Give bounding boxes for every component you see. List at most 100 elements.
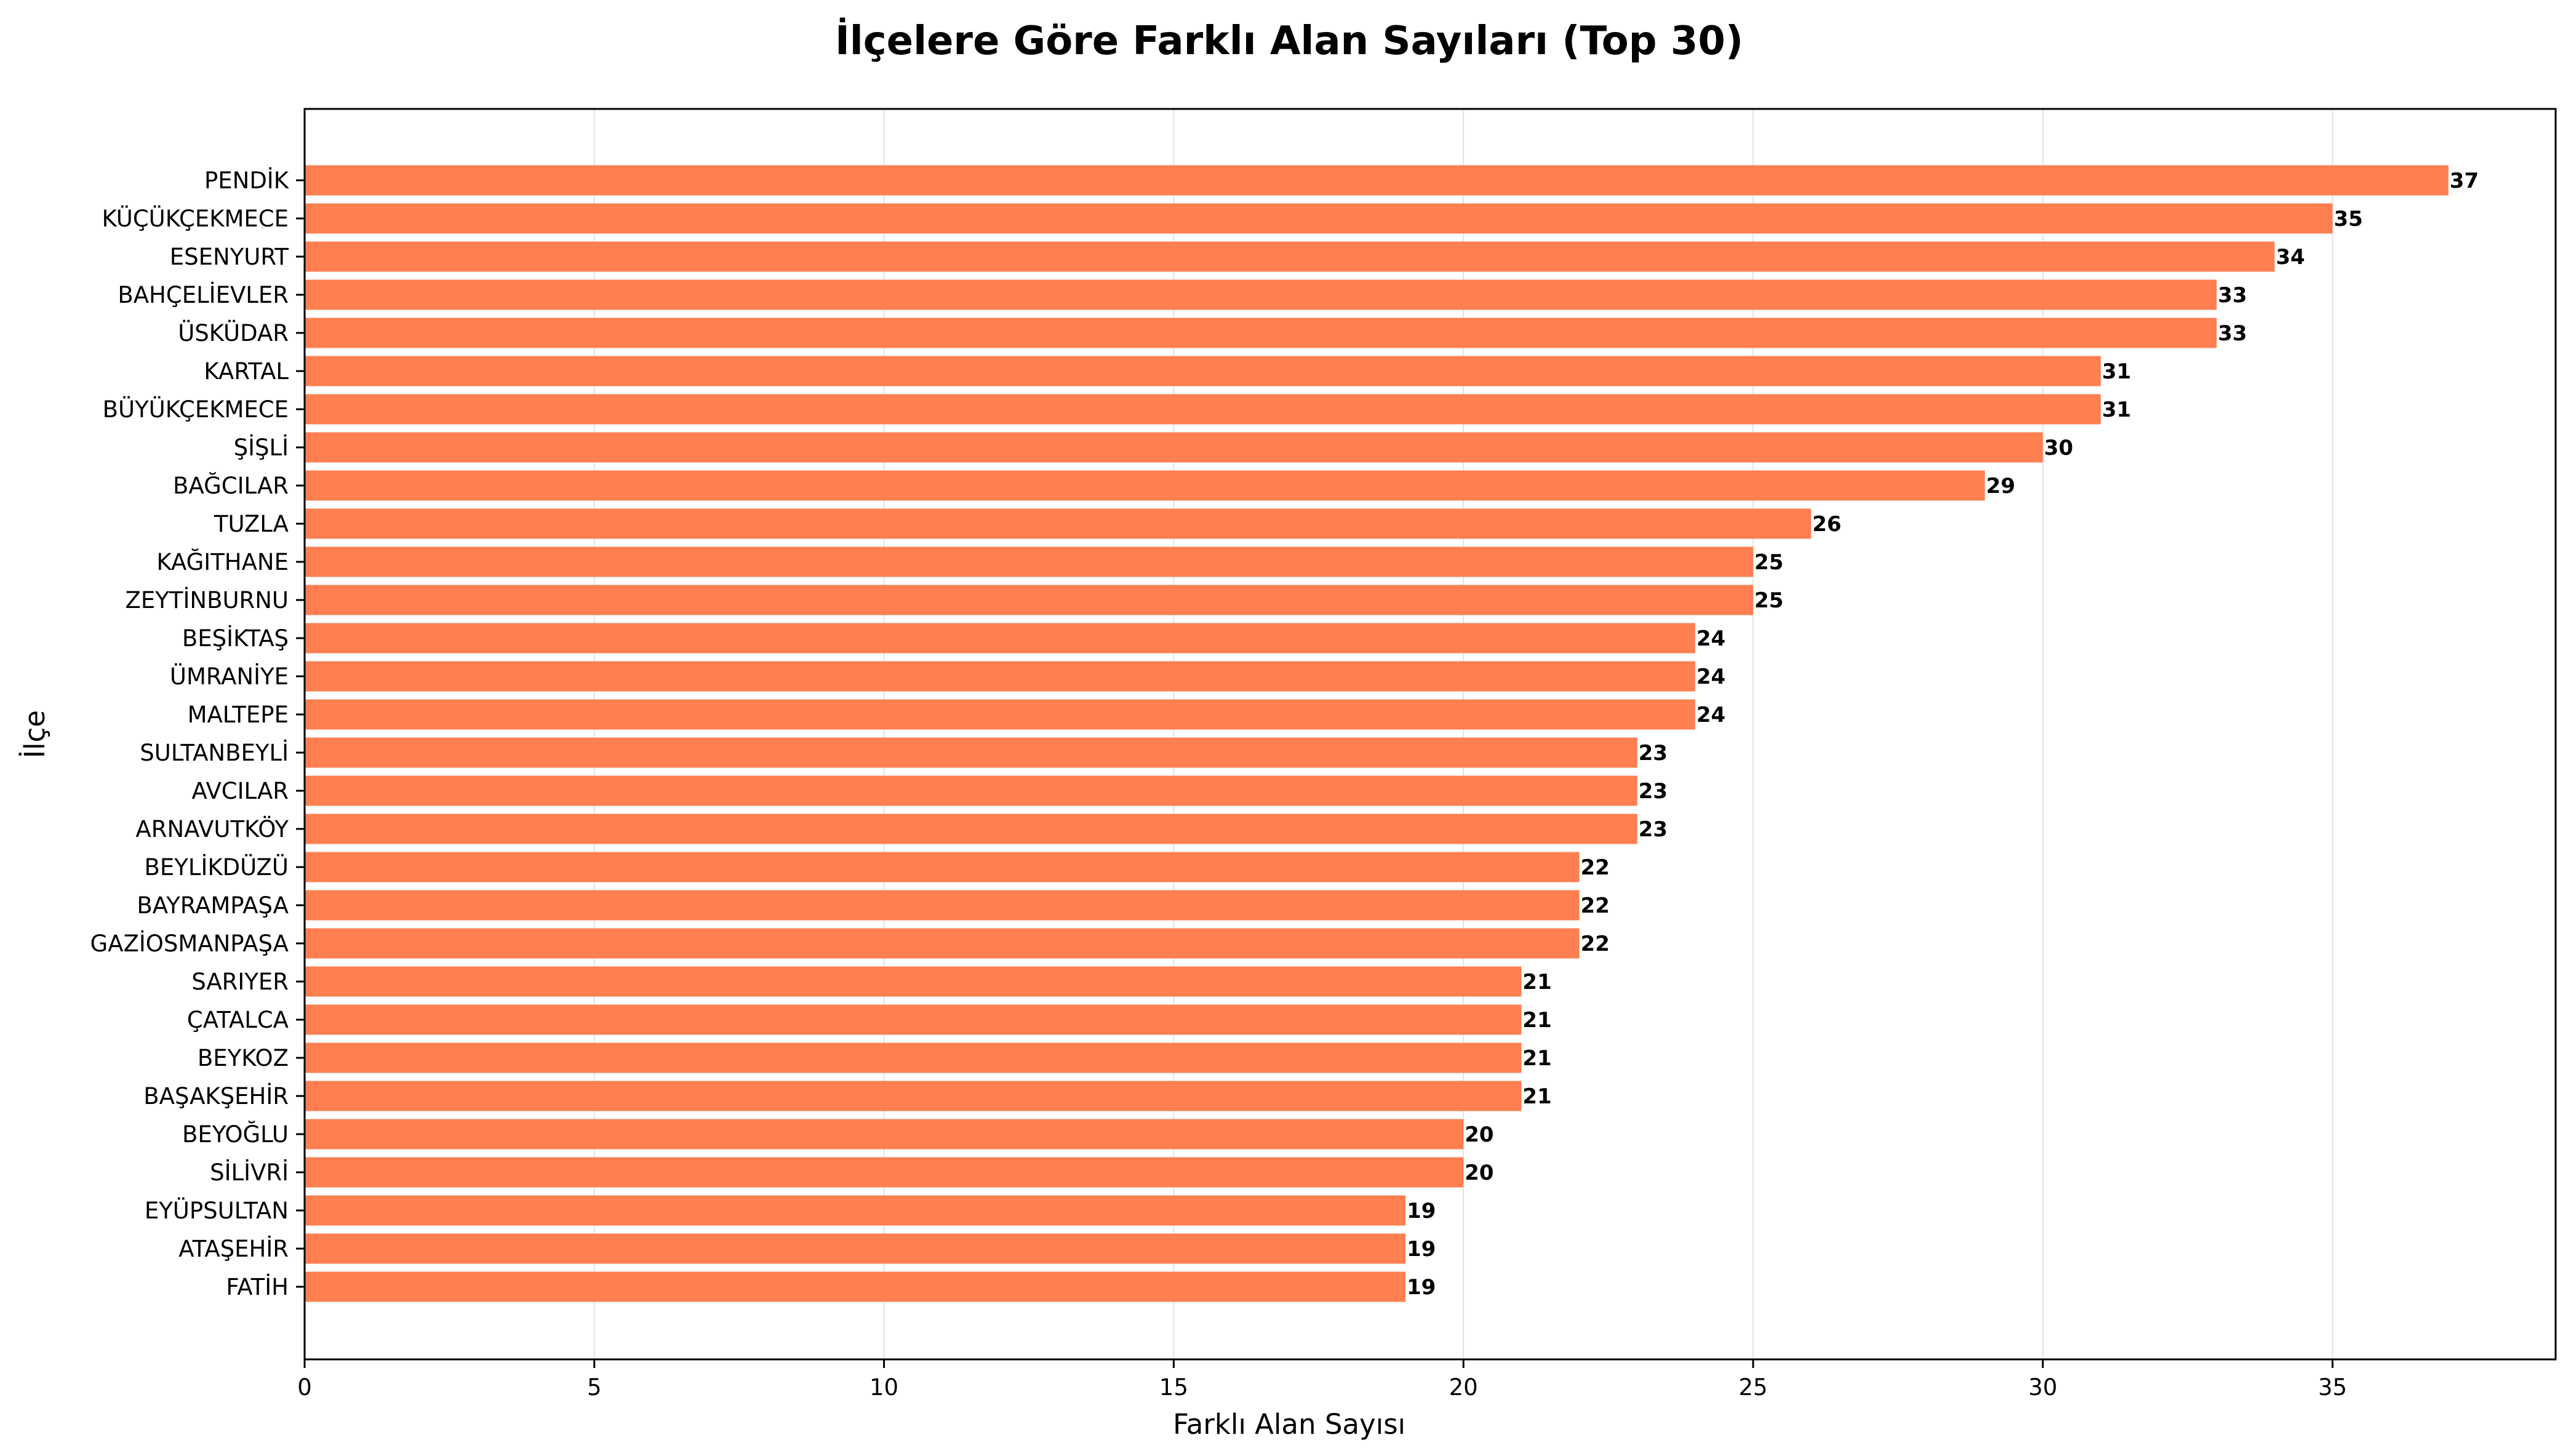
- data-labels: 37 35 34 33 33 31 31 30 29 26 25 25 24 24 24 23 23 23 22 22…: [1407, 169, 2479, 1300]
- x-tick-label-0: 0: [297, 1374, 312, 1401]
- y-tick-label-2: ESENYURT: [170, 244, 289, 270]
- y-tick-label-1: KÜÇÜKÇEKMECE: [102, 206, 289, 232]
- y-tick-label-13: ÜMRANİYE: [170, 663, 289, 690]
- plot-frame: [303, 108, 2557, 1361]
- bar-15: [305, 737, 1637, 768]
- data-label-1: 35: [2333, 207, 2362, 231]
- data-label-26: 20: [1465, 1161, 1493, 1185]
- bar-4: [305, 318, 2217, 348]
- data-label-0: 37: [2450, 169, 2479, 193]
- y-tick-label-5: KARTAL: [204, 358, 289, 385]
- x-tick-label-7: 35: [2318, 1374, 2347, 1401]
- y-tick-label-20: GAZİOSMANPAŞA: [90, 930, 289, 957]
- x-tick-label-5: 25: [1738, 1374, 1767, 1401]
- bar-5: [305, 356, 2101, 386]
- y-tick-label-27: EYÜPSULTAN: [145, 1198, 289, 1224]
- data-label-15: 23: [1639, 741, 1668, 766]
- bar-28: [305, 1233, 1405, 1264]
- bar-14: [305, 699, 1695, 730]
- data-label-5: 31: [2102, 359, 2131, 384]
- x-tick-label-3: 15: [1159, 1374, 1188, 1401]
- bar-3: [305, 279, 2217, 310]
- data-label-18: 22: [1580, 855, 1609, 880]
- bar-6: [305, 394, 2101, 425]
- bar-16: [305, 775, 1637, 806]
- data-label-12: 24: [1697, 626, 1725, 651]
- data-label-22: 21: [1522, 1008, 1551, 1033]
- bar-13: [305, 661, 1695, 692]
- y-tick-label-24: BAŞAKŞEHİR: [143, 1083, 289, 1110]
- y-tick-label-14: MALTEPE: [188, 702, 289, 728]
- bar-24: [305, 1081, 1522, 1111]
- bar-21: [305, 966, 1522, 997]
- x-tick-label-6: 30: [2028, 1374, 2057, 1401]
- y-tick-label-3: BAHÇELİEVLER: [118, 282, 289, 308]
- y-tick-label-7: ŞİŞLİ: [234, 434, 289, 461]
- bar-12: [305, 623, 1695, 654]
- data-label-23: 21: [1522, 1046, 1551, 1071]
- data-label-20: 22: [1580, 932, 1609, 956]
- data-label-13: 24: [1697, 665, 1725, 689]
- y-tick-label-26: SİLİVRİ: [210, 1159, 289, 1186]
- data-label-28: 19: [1407, 1237, 1436, 1262]
- bar-27: [305, 1195, 1405, 1226]
- y-tick-label-16: AVCILAR: [192, 778, 289, 804]
- bar-25: [305, 1119, 1464, 1150]
- data-label-17: 23: [1639, 817, 1668, 842]
- y-tick-label-25: BEYOĞLU: [182, 1121, 289, 1148]
- y-tick-label-15: SULTANBEYLİ: [140, 740, 289, 766]
- data-label-27: 19: [1407, 1199, 1436, 1223]
- x-axis-label: Farklı Alan Sayısı: [1173, 1408, 1405, 1441]
- y-axis-ticks: PENDİK KÜÇÜKÇEKMECE ESENYURT BAHÇELİEVLER ÜS…: [90, 167, 305, 1300]
- data-label-10: 25: [1754, 550, 1783, 575]
- bar-19: [305, 890, 1580, 921]
- data-label-25: 20: [1465, 1122, 1493, 1147]
- x-axis-ticks: 0 5 10 15 20 25 30 35: [297, 1359, 2347, 1401]
- grid-lines: [304, 109, 2333, 1359]
- y-tick-label-19: BAYRAMPAŞA: [137, 892, 289, 919]
- data-label-3: 33: [2218, 283, 2247, 308]
- bar-23: [305, 1042, 1522, 1073]
- bar-18: [305, 852, 1580, 882]
- chart-title: İlçelere Göre Farklı Alan Sayıları (Top …: [835, 17, 1743, 64]
- data-label-24: 21: [1522, 1084, 1551, 1109]
- data-label-19: 22: [1580, 894, 1609, 918]
- bar-10: [305, 546, 1753, 577]
- x-tick-label-2: 10: [870, 1374, 898, 1401]
- bar-2: [305, 241, 2275, 272]
- data-label-7: 30: [2044, 436, 2073, 460]
- data-label-21: 21: [1522, 970, 1551, 994]
- data-label-8: 29: [1986, 474, 2015, 498]
- y-tick-label-23: BEYKOZ: [198, 1045, 289, 1071]
- y-tick-label-29: FATİH: [226, 1274, 289, 1300]
- y-axis-label: İlçe: [18, 710, 51, 758]
- bar-0: [305, 165, 2449, 196]
- y-tick-label-10: KAĞITHANE: [156, 548, 289, 575]
- bar-7: [305, 432, 2043, 463]
- bar-22: [305, 1004, 1522, 1035]
- bar-17: [305, 814, 1637, 844]
- x-tick-label-4: 20: [1449, 1374, 1478, 1401]
- y-tick-label-22: ÇATALCA: [187, 1007, 289, 1033]
- bar-11: [305, 585, 1753, 615]
- bar-29: [305, 1271, 1405, 1302]
- y-tick-label-17: ARNAVUTKÖY: [135, 816, 289, 842]
- bar-8: [305, 470, 1985, 501]
- data-label-6: 31: [2102, 398, 2131, 422]
- data-label-9: 26: [1812, 512, 1841, 537]
- bar-20: [305, 928, 1580, 959]
- x-tick-label-1: 5: [587, 1374, 602, 1401]
- data-label-4: 33: [2218, 321, 2247, 346]
- bars: [305, 165, 2449, 1302]
- y-tick-label-12: BEŞİKTAŞ: [182, 625, 289, 652]
- y-tick-label-4: ÜSKÜDAR: [178, 320, 289, 346]
- y-tick-label-28: ATAŞEHİR: [178, 1236, 289, 1262]
- y-tick-label-0: PENDİK: [204, 167, 290, 194]
- bar-1: [305, 203, 2333, 234]
- data-label-29: 19: [1407, 1275, 1436, 1300]
- bar-26: [305, 1157, 1464, 1188]
- bar-9: [305, 508, 1812, 539]
- y-tick-label-6: BÜYÜKÇEKMECE: [103, 396, 289, 423]
- data-label-2: 34: [2276, 245, 2305, 270]
